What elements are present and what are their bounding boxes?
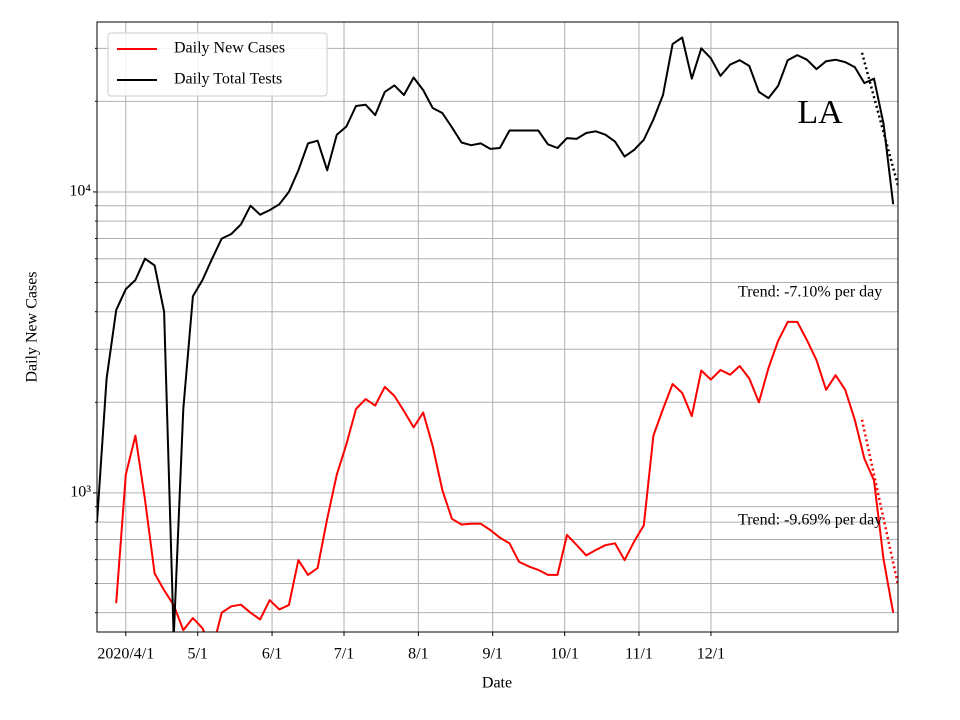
grid bbox=[97, 22, 898, 632]
y-axis-label: Daily New Cases bbox=[24, 271, 41, 382]
series-line bbox=[115, 320, 895, 632]
x-axis-label: Date bbox=[482, 675, 512, 692]
annotation: Trend: -9.69% per day bbox=[738, 512, 882, 529]
x-tick-label: 2020/4/1 bbox=[97, 646, 154, 663]
x-tick-label: 12/1 bbox=[697, 646, 725, 663]
x-tick-label: 10/1 bbox=[550, 646, 578, 663]
annotation: Trend: -7.10% per day bbox=[738, 284, 882, 301]
y-tick-label: 10⁴ bbox=[69, 183, 91, 200]
legend-label: Daily Total Tests bbox=[174, 71, 282, 88]
trend-line bbox=[860, 419, 898, 586]
y-tick-label: 10³ bbox=[70, 484, 91, 501]
series-line bbox=[97, 36, 895, 632]
x-tick-label: 7/1 bbox=[334, 646, 354, 663]
x-tick-label: 9/1 bbox=[482, 646, 502, 663]
legend-label: Daily New Cases bbox=[174, 40, 285, 57]
legend: Daily New Cases Daily Total Tests bbox=[107, 32, 328, 97]
annotation: LA bbox=[797, 94, 843, 131]
axes-frame bbox=[96, 21, 899, 633]
x-tick-label: 8/1 bbox=[408, 646, 428, 663]
x-tick-label: 5/1 bbox=[187, 646, 207, 663]
x-tick-label: 6/1 bbox=[262, 646, 282, 663]
plot-area bbox=[97, 36, 898, 632]
legend-box bbox=[107, 32, 328, 97]
ticks: 10³ 10⁴ 2020/4/1 5/1 6/1 7/1 8/1 9/1 10/1 11/1 12/… bbox=[69, 47, 725, 663]
x-tick-label: 11/1 bbox=[625, 646, 653, 663]
